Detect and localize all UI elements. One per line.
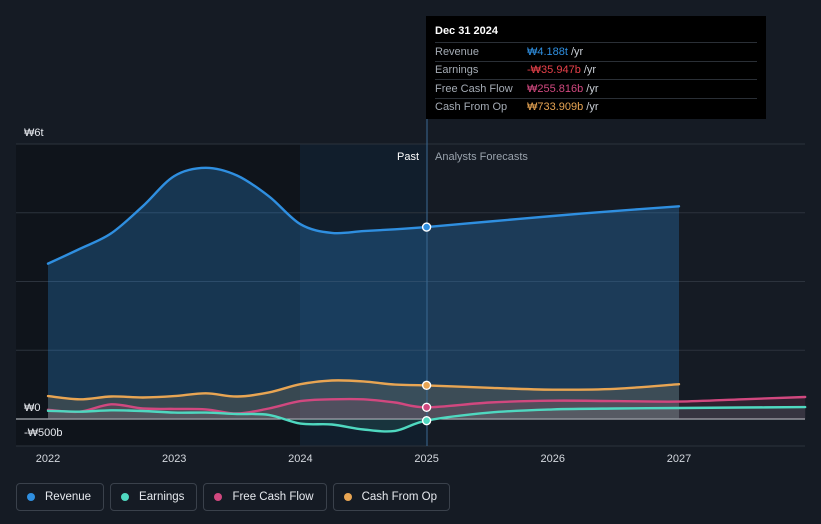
legend-item-cash-from-op[interactable]: Cash From Op — [332, 483, 451, 511]
tooltip-label: Cash From Op — [435, 101, 508, 114]
legend: Revenue Earnings Free Cash Flow Cash From O… — [16, 483, 451, 513]
tooltip-date: Dec 31 2024 — [435, 25, 498, 37]
tooltip-unit: /yr — [586, 101, 599, 114]
tooltip-row-earnings: Earnings -₩35.947b/yr — [435, 60, 757, 80]
legend-dot-icon — [214, 493, 223, 501]
free-cash-flow-line — [46, 395, 807, 415]
legend-item-earnings[interactable]: Earnings — [110, 483, 198, 511]
legend-dot-icon — [27, 493, 35, 501]
cash-from-op-line — [46, 379, 681, 401]
legend-item-revenue[interactable]: Revenue — [16, 483, 105, 511]
revenue-line — [46, 166, 681, 265]
chart-area: ₩6t ₩0 -₩500b 2022 2023 2024 2025 2026 2027 Pas… — [16, 119, 807, 465]
earnings-marker — [421, 415, 432, 426]
legend-item-free-cash-flow[interactable]: Free Cash Flow — [203, 483, 327, 511]
free-cash-flow-marker — [421, 402, 432, 412]
tooltip-value: ₩4.188t — [527, 45, 568, 58]
legend-dot-icon — [121, 493, 130, 501]
highlight-markers — [421, 222, 432, 426]
x-axis-labels: 2022 2023 2024 2025 2026 2027 — [36, 453, 691, 465]
tooltip-unit: /yr — [570, 45, 584, 58]
legend-label: Cash From Op — [361, 491, 438, 503]
x-tick-label: 2022 — [36, 453, 60, 465]
tooltip: Dec 31 2024 Revenue ₩4.188t/yr Earnings -₩3… — [426, 16, 766, 119]
region-label-past: Past — [397, 151, 419, 163]
y-tick-label: -₩500b — [24, 427, 63, 439]
tooltip-rows: Revenue ₩4.188t/yr Earnings -₩35.947b/yr Fre… — [435, 42, 757, 116]
legend-label: Free Cash Flow — [232, 491, 314, 503]
gridlines — [16, 143, 805, 447]
series-lines — [46, 166, 807, 433]
revenue-marker — [421, 222, 432, 232]
legend-dot-icon — [343, 493, 352, 501]
tooltip-unit: /yr — [583, 64, 597, 77]
tooltip-unit: /yr — [586, 82, 599, 95]
revenue-area — [48, 167, 679, 419]
x-tick-label: 2023 — [162, 453, 186, 465]
tooltip-row-free-cash-flow: Free Cash Flow ₩255.816b/yr — [435, 79, 757, 98]
tooltip-label: Free Cash Flow — [435, 82, 513, 95]
legend-label: Earnings — [139, 491, 185, 503]
tooltip-label: Earnings — [435, 64, 479, 77]
cash-from-op-marker — [421, 380, 432, 391]
y-tick-label: ₩0 — [24, 402, 41, 414]
x-tick-label: 2027 — [667, 453, 691, 465]
tooltip-row-revenue: Revenue ₩4.188t/yr — [435, 42, 757, 61]
tooltip-value: -₩35.947b — [527, 64, 581, 77]
tooltip-label: Revenue — [435, 45, 480, 58]
x-tick-label: 2026 — [541, 453, 565, 465]
x-tick-label: 2025 — [414, 453, 438, 465]
tooltip-row-cash-from-op: Cash From Op ₩733.909b/yr — [435, 97, 757, 117]
x-tick-label: 2024 — [288, 453, 312, 465]
tooltip-value: ₩733.909b — [527, 101, 584, 114]
legend-label: Revenue — [45, 491, 92, 503]
tooltip-value: ₩255.816b — [527, 82, 584, 95]
y-axis-labels: ₩6t ₩0 -₩500b — [24, 127, 63, 439]
recent-past-shade — [300, 144, 427, 446]
region-label-forecast: Analysts Forecasts — [435, 151, 528, 163]
y-tick-label: ₩6t — [24, 127, 44, 139]
earnings-line — [46, 405, 807, 433]
